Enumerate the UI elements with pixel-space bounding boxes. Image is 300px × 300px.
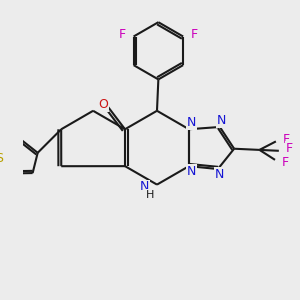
Text: N: N <box>214 168 224 181</box>
Text: H: H <box>146 190 155 200</box>
Text: S: S <box>0 152 3 165</box>
Text: F: F <box>191 28 198 41</box>
Text: F: F <box>118 28 126 41</box>
Text: O: O <box>98 98 108 111</box>
Text: F: F <box>283 133 290 146</box>
Text: N: N <box>187 116 196 129</box>
Text: F: F <box>282 156 289 169</box>
Text: N: N <box>140 180 149 194</box>
Text: N: N <box>217 114 226 127</box>
Text: F: F <box>285 142 292 155</box>
Text: N: N <box>187 165 196 178</box>
